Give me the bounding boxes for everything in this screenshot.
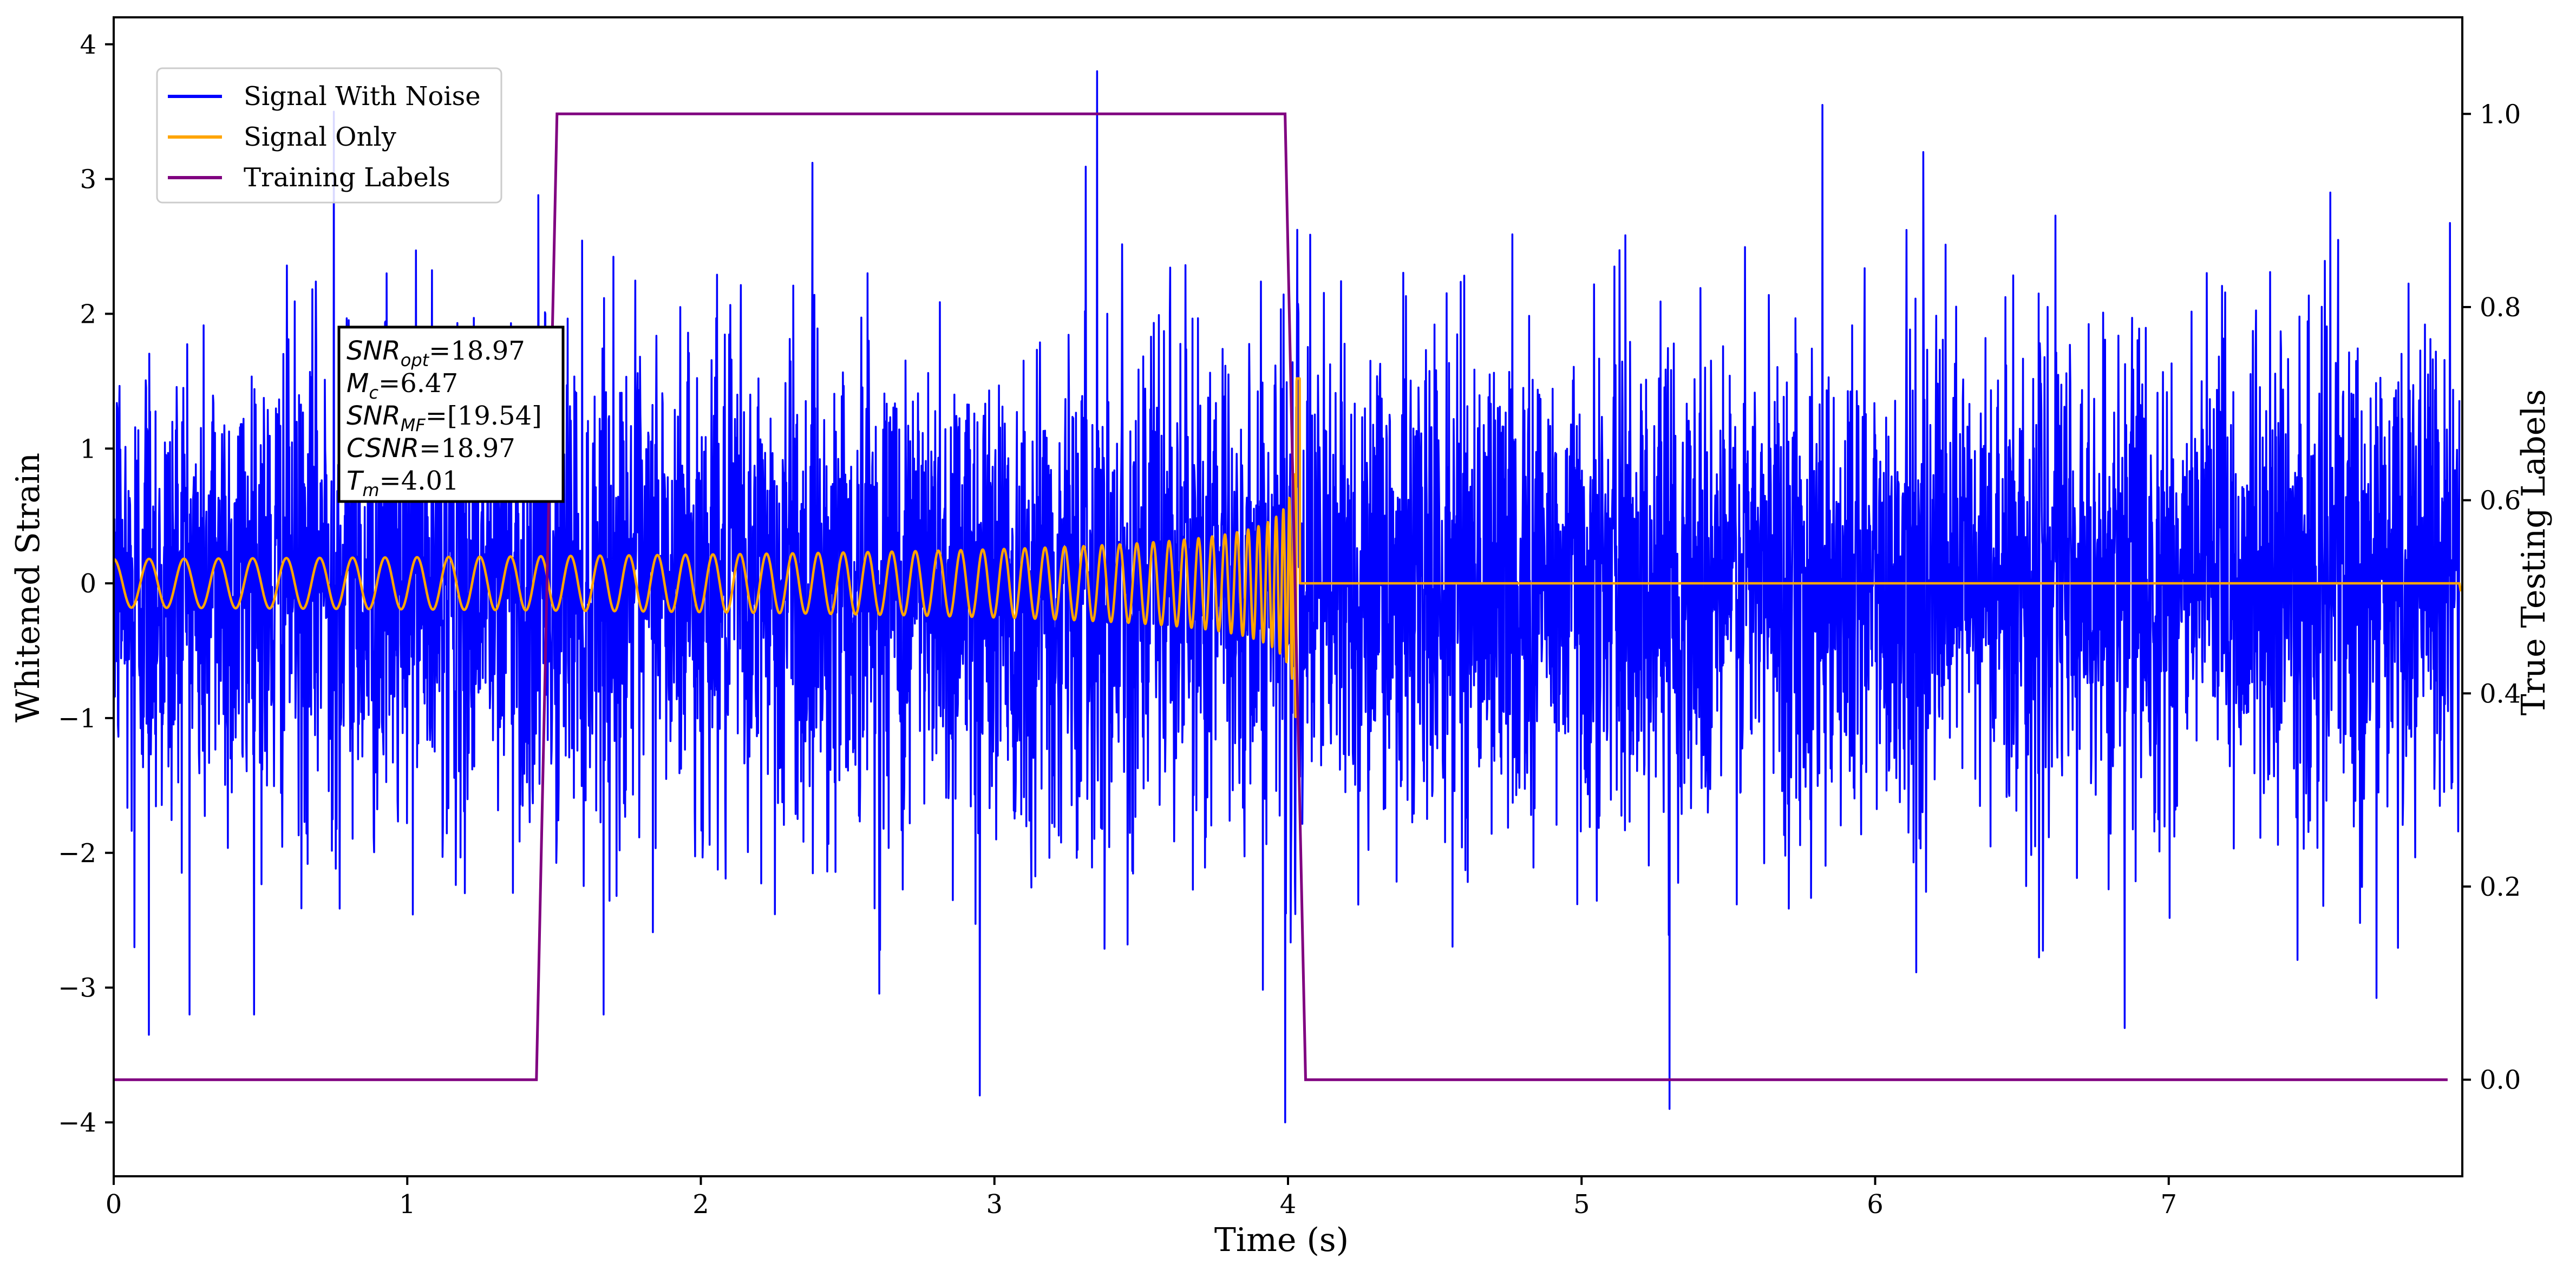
x-tick-label: 6	[1867, 1189, 1884, 1220]
x-tick-label: 2	[692, 1189, 709, 1220]
y-tick-label: 2	[80, 299, 96, 329]
legend-label-labels: Training Labels	[244, 162, 450, 193]
y2-tick-label: 1.0	[2480, 99, 2521, 129]
x-tick-label: 7	[2160, 1189, 2177, 1220]
legend-label-noise: Signal With Noise	[244, 81, 481, 112]
legend: Signal With Noise Signal Only Training L…	[156, 67, 502, 204]
annotation-snr-mf: SNRMF=[19.54]	[346, 401, 542, 435]
signal-only-line	[113, 377, 2462, 719]
y-axis-right: 0.0 0.2 0.4 0.6 0.8 1.0	[2462, 99, 2521, 1096]
y-tick-label: −2	[58, 838, 96, 869]
y-tick-label: 4	[80, 30, 96, 60]
y-axis-title: Whitened Strain	[9, 453, 47, 722]
signal-only-series	[113, 377, 2462, 719]
x-tick-label: 5	[1573, 1189, 1590, 1220]
training-labels-line	[114, 112, 2448, 1081]
y-tick-label: −4	[58, 1107, 96, 1138]
y2-axis-title: True Testing Labels	[2515, 389, 2553, 716]
x-tick-label: 0	[106, 1189, 122, 1220]
annotation-chirp-mass: Mc=6.47	[346, 368, 458, 403]
annotation-box	[337, 325, 565, 503]
annotation-merger-time: Tm=4.01	[346, 466, 459, 500]
y-tick-label: 0	[80, 569, 96, 599]
y-tick-label: −3	[58, 973, 96, 1004]
y-tick-label: 3	[80, 165, 96, 195]
x-axis-title: Time (s)	[1214, 1221, 1349, 1259]
parameter-annotation: SNRopt=18.97 Mc=6.47 SNRMF=[19.54] CSNR=…	[337, 325, 565, 503]
y2-tick-label: 0.0	[2480, 1065, 2521, 1096]
x-tick-label: 1	[399, 1189, 416, 1220]
annotation-csnr: CSNR=18.97	[346, 433, 515, 464]
x-tick-label: 4	[1280, 1189, 1297, 1220]
y2-tick-label: 0.6	[2480, 486, 2521, 516]
legend-label-signal: Signal Only	[244, 122, 396, 152]
x-tick-label: 3	[986, 1189, 1003, 1220]
y2-tick-label: 0.2	[2480, 872, 2521, 902]
training-labels-series	[114, 112, 2448, 1081]
annotation-snr-opt: SNRopt=18.97	[346, 336, 525, 370]
y-axis-left: −4 −3 −2 −1 0 1 2 3 4	[58, 30, 114, 1138]
y2-tick-label: 0.4	[2480, 679, 2521, 709]
x-axis: 0 1 2 3 4 5 6 7	[106, 1176, 2177, 1220]
y-tick-label: −1	[58, 703, 96, 734]
y2-tick-label: 0.8	[2480, 292, 2521, 323]
y-tick-label: 1	[80, 434, 96, 464]
legend-box	[156, 67, 502, 204]
